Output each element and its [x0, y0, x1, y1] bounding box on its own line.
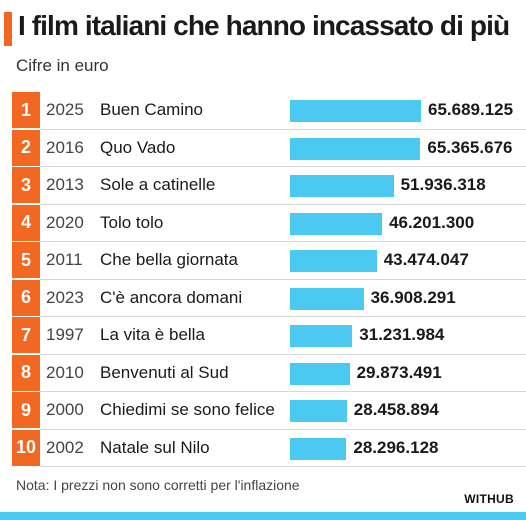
table-row: 9 2000 Chiedimi se sono felice 28.458.894: [12, 392, 526, 430]
row-divider: [40, 278, 526, 280]
value-label: 65.689.125: [428, 100, 514, 119]
footnote: Nota: I prezzi non sono corretti per l'i…: [16, 477, 300, 493]
film-title: C'è ancora domani: [100, 287, 243, 307]
value-bar: [290, 287, 364, 310]
bottom-strip: [0, 512, 526, 520]
table-row: 8 2010 Benvenuti al Sud 29.873.491: [12, 354, 526, 392]
release-year: 2020: [46, 212, 84, 232]
value-label: 31.231.984: [359, 325, 445, 344]
rank-badge: 5: [12, 242, 40, 278]
row-divider: [40, 128, 526, 130]
release-year: 2000: [46, 400, 84, 419]
value-label: 36.908.291: [370, 287, 456, 307]
film-title: Sole a catinelle: [100, 175, 216, 194]
row-divider: [40, 353, 526, 355]
value-label: 43.474.047: [383, 250, 469, 269]
row-divider: [40, 316, 526, 317]
release-year: 2016: [46, 137, 84, 157]
table-row: 2 2016 Quo Vado 65.365.676: [12, 129, 526, 167]
value-bar: [290, 137, 421, 160]
rank-badge: 7: [12, 317, 40, 353]
value-bar: [290, 100, 421, 122]
row-divider: [40, 166, 526, 167]
film-title: Benvenuti al Sud: [100, 362, 229, 382]
film-title: La vita è bella: [100, 325, 205, 344]
value-label: 28.296.128: [353, 437, 439, 457]
rank-badge: 8: [12, 354, 40, 391]
rank-badge: 6: [12, 279, 40, 316]
table-row: 5 2011 Che bella giornata 43.474.047: [12, 242, 526, 280]
release-year: 1997: [46, 325, 84, 344]
row-divider: [40, 241, 526, 242]
film-title: Buen Camino: [100, 100, 204, 119]
value-bar: [290, 325, 353, 347]
rank-badge: 1: [12, 92, 40, 128]
rank-badge: 2: [12, 129, 40, 166]
brand-logo: WITHUB: [464, 492, 514, 506]
value-bar: [290, 250, 377, 272]
value-label: 28.458.894: [353, 400, 439, 419]
release-year: 2013: [46, 175, 84, 194]
table-row: 7 1997 La vita è bella 31.231.984: [12, 317, 526, 355]
value-label: 29.873.491: [356, 362, 442, 382]
row-divider: [40, 428, 526, 430]
rank-badge: 10: [12, 429, 40, 466]
rank-badge: 9: [12, 392, 40, 428]
table-row: 1 2025 Buen Camino 65.689.125: [12, 92, 526, 130]
film-title: Natale sul Nilo: [100, 437, 210, 457]
value-label: 46.201.300: [389, 212, 475, 232]
row-divider: [40, 391, 526, 392]
value-bar: [290, 437, 347, 460]
row-divider: [40, 203, 526, 205]
value-label: 51.936.318: [400, 175, 486, 194]
table-row: 6 2023 C'è ancora domani 36.908.291: [12, 279, 526, 317]
rank-badge: 3: [12, 167, 40, 203]
table-row: 10 2002 Natale sul Nilo 28.296.128: [12, 429, 526, 467]
rank-badge: 4: [12, 204, 40, 241]
table-row: 3 2013 Sole a catinelle 51.936.318: [12, 167, 526, 205]
value-label: 65.365.676: [427, 137, 513, 157]
release-year: 2025: [46, 100, 84, 119]
title-accent-bar: [4, 12, 12, 46]
value-bar: [290, 212, 383, 235]
release-year: 2011: [46, 250, 83, 269]
release-year: 2010: [46, 362, 84, 382]
release-year: 2023: [46, 287, 84, 307]
chart-title: I film italiani che hanno incassato di p…: [18, 10, 510, 41]
film-title: Che bella giornata: [100, 250, 238, 269]
table-row: 4 2020 Tolo tolo 46.201.300: [12, 204, 526, 242]
value-bar: [290, 400, 347, 422]
film-title: Chiedimi se sono felice: [100, 400, 275, 419]
release-year: 2002: [46, 437, 84, 457]
film-title: Tolo tolo: [100, 212, 164, 232]
value-bar: [290, 175, 394, 197]
row-divider: [40, 466, 526, 467]
film-title: Quo Vado: [100, 137, 176, 157]
chart-subtitle: Cifre in euro: [16, 56, 109, 75]
value-bar: [290, 362, 350, 385]
